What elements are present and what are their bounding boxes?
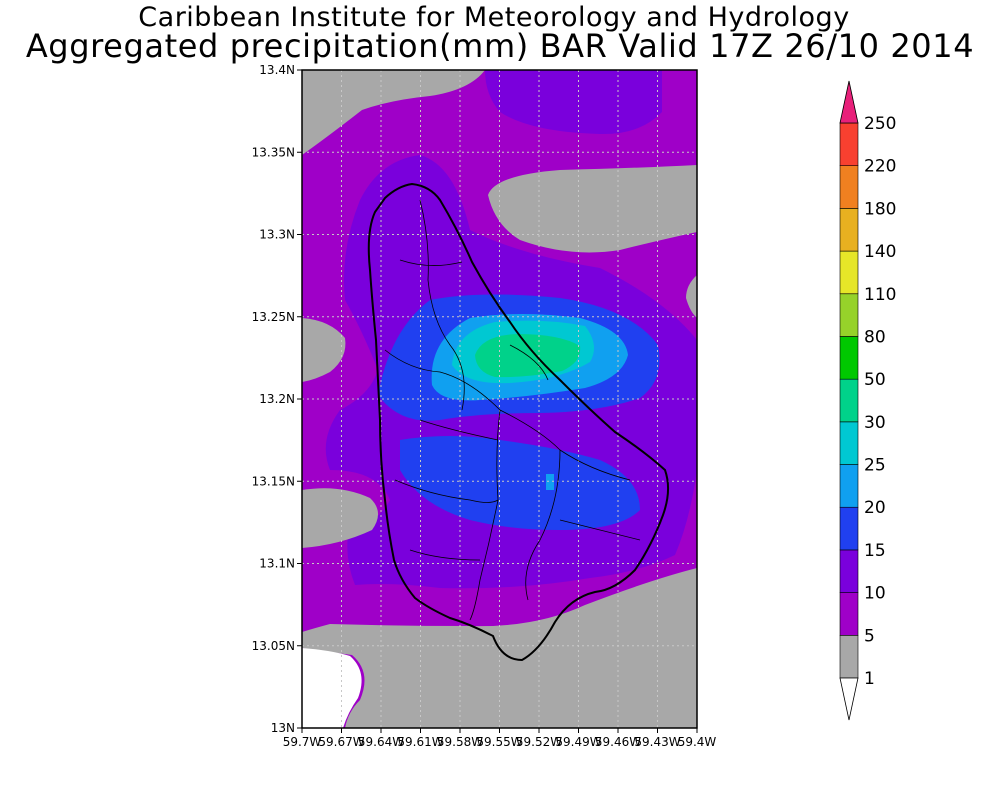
colorbar-label: 80 [864, 327, 886, 347]
colorbar-label: 10 [864, 584, 886, 604]
colorbar-band [839, 336, 859, 380]
colorbar-label: 30 [864, 413, 886, 433]
field-below-1-sw [302, 648, 362, 728]
field-1-5-ne [488, 165, 697, 253]
lon-tick-label: 59.7W [283, 735, 322, 749]
lon-tick-label: 59.58W [437, 735, 483, 749]
lat-tick-label: 13N [271, 721, 295, 735]
lat-tick-label: 13.35N [252, 145, 295, 159]
colorbar-label: 25 [864, 456, 886, 476]
parish-boundaries [384, 199, 641, 621]
colorbar-band [839, 421, 859, 465]
lat-tick-label: 13.4N [259, 63, 295, 77]
colorbar-label: 250 [864, 114, 896, 134]
colorbar-label: 50 [864, 370, 886, 390]
lat-tick-label: 13.05N [252, 639, 295, 653]
colorbar-band [839, 464, 859, 508]
lat-tick-label: 13.3N [259, 228, 295, 242]
colorbar-band [839, 122, 859, 166]
colorbar-band [839, 208, 859, 252]
lat-tick-label: 13.2N [259, 392, 295, 406]
lon-tick-label: 59.64W [358, 735, 404, 749]
colorbar-label: 220 [864, 157, 896, 177]
colorbar-band [839, 549, 859, 593]
colorbar-label: 5 [864, 626, 875, 646]
colorbar-label: 140 [864, 242, 896, 262]
lon-tick-label: 59.61W [397, 735, 443, 749]
colorbar-label: 15 [864, 541, 886, 561]
colorbar-band [839, 592, 859, 636]
colorbar-label: 20 [864, 498, 886, 518]
colorbar-label: 110 [864, 285, 896, 305]
colorbar-band [839, 165, 859, 209]
lon-tick-label: 59.49W [555, 735, 601, 749]
field-10-15-hole [503, 421, 597, 445]
lon-tick-label: 59.46W [595, 735, 641, 749]
lon-tick-label: 59.52W [516, 735, 562, 749]
lon-tick-label: 59.55W [476, 735, 522, 749]
field-1-5-east [686, 275, 697, 318]
latitude-axis: 13.4N 13.35N 13.3N 13.25N 13.2N 13.15N 13.1N 13… [252, 63, 302, 735]
colorbar-label: 180 [864, 199, 896, 219]
barbados-coastline [367, 182, 669, 662]
field-1-5-west-b [302, 488, 379, 548]
lon-tick-label: 59.43W [634, 735, 680, 749]
field-1-5-west-a [302, 318, 346, 382]
lon-tick-label: 59.4W [678, 735, 717, 749]
precipitation-field [302, 70, 697, 728]
colorbar-band [839, 293, 859, 337]
longitude-axis: 59.7W59.67W59.64W59.61W59.58W59.55W59.52… [283, 728, 717, 749]
lat-tick-label: 13.15N [252, 474, 295, 488]
field-20-25-spot [546, 474, 554, 490]
lon-tick-label: 59.67W [318, 735, 364, 749]
field-1-5-nw [302, 70, 485, 155]
lat-tick-label: 13.25N [252, 310, 295, 324]
grid-lines [302, 70, 697, 728]
map-title: Caribbean Institute for Meteorology and … [138, 2, 850, 33]
colorbar-lower-arrow [839, 677, 859, 721]
map-subtitle: Aggregated precipitation(mm) BAR Valid 1… [25, 27, 975, 65]
colorbar-band [839, 506, 859, 551]
colorbar-band [839, 378, 859, 423]
lat-tick-label: 13.1N [259, 557, 295, 571]
colorbar-band [839, 250, 859, 295]
colorbar-label: 1 [864, 669, 875, 689]
colorbar-band [839, 635, 859, 679]
colorbar-upper-arrow [839, 80, 859, 124]
